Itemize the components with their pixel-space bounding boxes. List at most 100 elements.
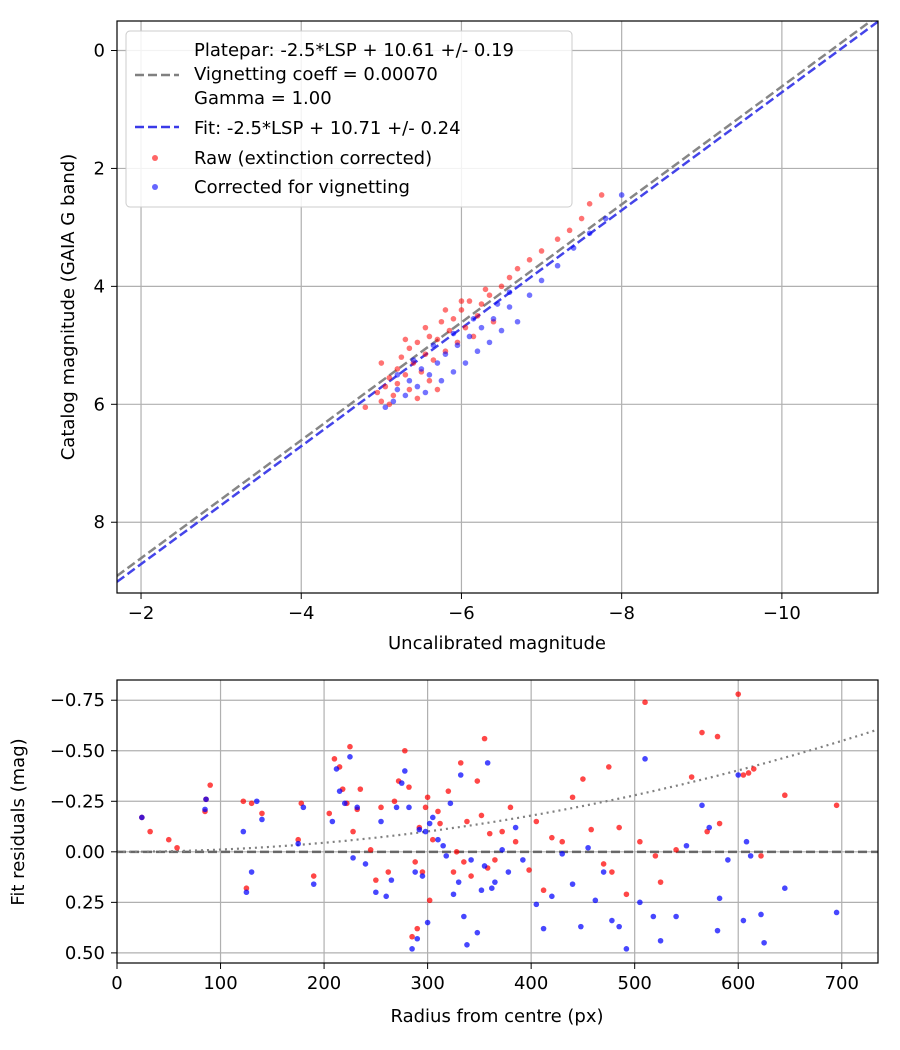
raw-point [378,360,385,366]
raw-point [406,386,413,393]
raw-point [623,891,630,898]
corrected-point [440,842,446,849]
raw-point [357,786,364,792]
raw-point [430,357,437,363]
raw-point [461,859,467,865]
corrected-point [422,389,429,396]
raw-point [526,257,533,263]
corrected-point [430,342,437,349]
x-tick-label: −8 [608,603,635,624]
corrected-point [409,946,415,952]
corrected-point [202,806,208,813]
raw-point [394,366,401,372]
raw-point [240,798,247,805]
raw-point [464,818,470,825]
bottom-ticks: 0 100 200 300 400 500 600 700 0.50 0.25 0.00 −0.25 −… [50,690,859,994]
x-tick-label: 0 [111,973,122,994]
corrected-point [402,392,409,399]
raw-point [600,861,607,867]
x-tick-label: 700 [825,973,859,994]
raw-point [540,887,547,894]
corrected-point [412,869,418,875]
raw-point [434,386,441,393]
raw-point [386,374,393,381]
corrected-point [520,857,526,863]
raw-point [598,192,605,198]
corrected-point [498,327,505,334]
raw-point [412,859,418,865]
corrected-point [714,927,721,934]
legend-vignetting-label: Vignetting coeff = 0.00070 [194,64,438,85]
x-tick-label: 500 [618,973,652,994]
corrected-point [462,360,469,366]
raw-point [606,764,612,770]
corrected-point [438,377,445,384]
raw-point [482,286,489,293]
x-tick-label: −2 [128,603,155,624]
raw-point [492,857,498,863]
corrected-point [549,893,555,900]
corrected-point [336,788,343,794]
corrected-point [139,814,145,821]
platepar-fit-line [117,21,873,577]
corrected-point [494,301,501,307]
raw-point [426,897,433,904]
raw-point [434,336,441,343]
bottom-plot-area [117,680,878,963]
raw-point [538,248,545,254]
raw-point [347,743,353,750]
corrected-point [447,800,454,807]
corrected-point [461,913,467,920]
raw-point [637,838,643,845]
corrected-point [406,804,412,811]
legend-corrected-label: Corrected for vignetting [194,177,410,198]
raw-point [559,838,566,845]
corrected-point [350,855,356,861]
raw-point [526,867,532,873]
raw-point [714,733,721,740]
corrected-point [490,315,497,322]
corrected-point [450,369,457,375]
legend-box [125,30,573,208]
raw-point [390,392,397,399]
top-x-axis-label: Uncalibrated magnitude [388,633,606,654]
corrected-point [443,853,450,859]
corrected-point [706,824,713,831]
raw-point [424,794,431,801]
raw-point [758,853,764,859]
corrected-point [554,262,561,269]
raw-point [414,339,421,346]
corrected-point [592,897,599,904]
bottom-y-axis-label: Fit residuals (mag) [8,738,29,905]
legend-platepar-label: Platepar: -2.5*LSP + 10.61 +/- 0.19 [194,40,514,61]
raw-point [350,828,356,835]
y-tick-label: 0.50 [65,943,105,964]
corrected-point [388,877,395,883]
raw-point [450,869,457,875]
raw-point [642,699,648,706]
corrected-point [382,404,389,411]
corrected-point [474,929,481,936]
corrected-point [609,917,615,924]
raw-point [580,776,586,782]
legend-fit-label: Fit: -2.5*LSP + 10.71 +/- 0.24 [194,118,461,139]
raw-point [549,834,555,841]
corrected-point [470,315,477,322]
raw-point [586,201,593,207]
corrected-point [406,377,413,384]
raw-point [426,333,433,340]
series-corrected [382,192,625,411]
corrected-point [426,820,433,827]
y-tick-label: 2 [94,158,105,179]
corrected-point [442,351,449,357]
y-tick-label: 0.25 [65,892,105,913]
raw-point [422,804,429,811]
raw-point [506,274,513,281]
corrected-point [506,304,513,310]
raw-point [442,307,449,313]
raw-point [295,836,301,843]
corrected-point [418,366,425,372]
corrected-point [540,925,547,932]
raw-point [673,847,679,853]
raw-point [259,810,265,817]
